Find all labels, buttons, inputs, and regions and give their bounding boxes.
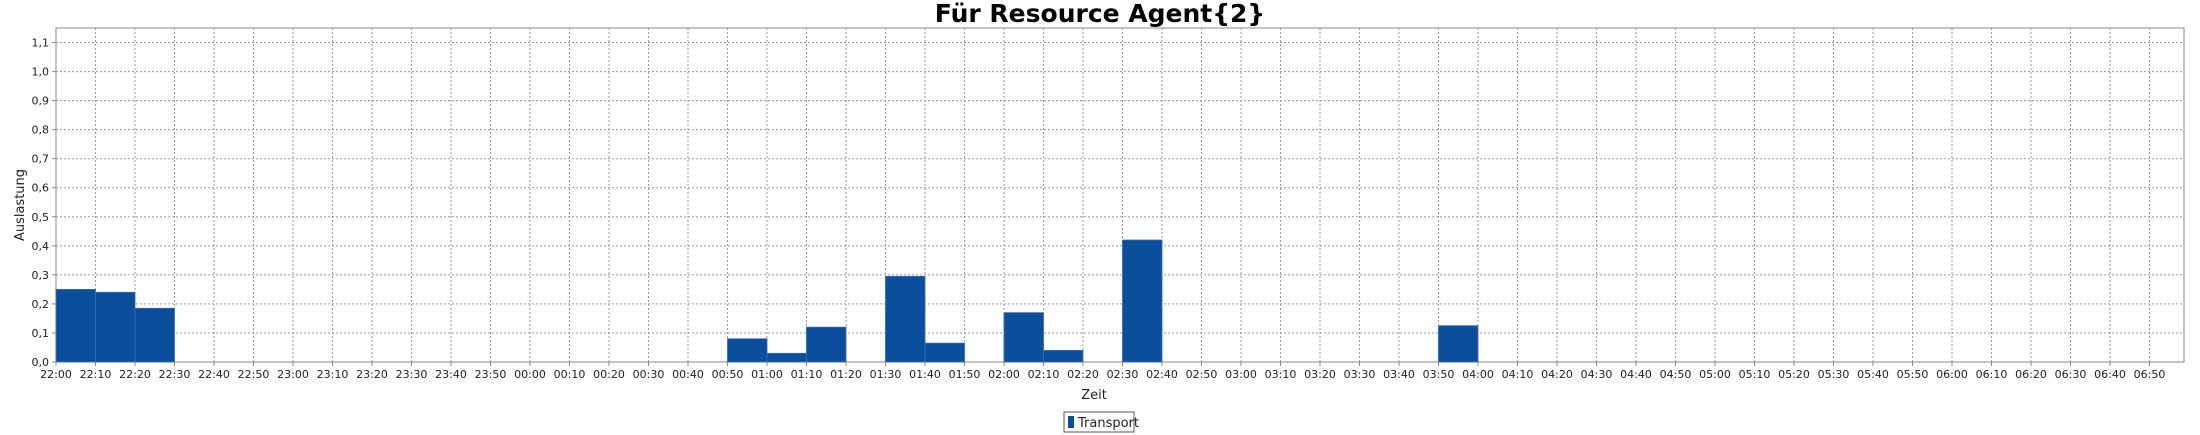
x-tick-label: 06:30 (2055, 368, 2087, 381)
bar (95, 291, 136, 363)
y-tick-label: 0,5 (32, 211, 50, 224)
x-tick-label: 01:00 (751, 368, 783, 381)
x-tick-label: 05:30 (1818, 368, 1850, 381)
bar (55, 288, 96, 363)
gridlines (56, 28, 2184, 362)
x-tick-label: 05:40 (1857, 368, 1889, 381)
x-tick-label: 06:40 (2094, 368, 2126, 381)
x-tick-label: 06:00 (1936, 368, 1968, 381)
y-tick-label: 1,0 (32, 66, 50, 79)
x-tick-label: 00:10 (554, 368, 586, 381)
x-tick-label: 06:50 (2134, 368, 2166, 381)
x-tick-label: 23:10 (317, 368, 349, 381)
bar (727, 338, 768, 363)
x-tick-label: 04:50 (1660, 368, 1692, 381)
x-tick-label: 03:10 (1265, 368, 1297, 381)
bar (885, 275, 926, 363)
x-tick-label: 01:20 (830, 368, 862, 381)
y-axis-ticks: 0,0 0,1 0,2 0,3 0,4 0,5 0,6 0,7 0,8 0,9 1,0 1,1 (32, 37, 56, 369)
x-tick-label: 06:20 (2015, 368, 2047, 381)
bar (1122, 239, 1163, 363)
x-tick-label: 00:50 (712, 368, 744, 381)
legend-box (1063, 411, 1135, 433)
plot-area (55, 27, 2185, 363)
y-tick-label: 0,3 (32, 269, 50, 282)
x-tick-label: 22:10 (80, 368, 112, 381)
x-tick-label: 00:00 (514, 368, 546, 381)
x-tick-label: 04:20 (1541, 368, 1573, 381)
x-axis-label: Zeit (1081, 388, 1107, 403)
x-tick-label: 22:50 (238, 368, 270, 381)
bar (134, 307, 175, 363)
x-tick-label: 05:10 (1739, 368, 1771, 381)
x-tick-label: 03:50 (1423, 368, 1455, 381)
x-tick-label: 00:30 (633, 368, 665, 381)
bar (766, 352, 807, 363)
x-tick-label: 23:00 (277, 368, 309, 381)
x-tick-label: 02:50 (1186, 368, 1218, 381)
x-tick-label: 04:10 (1502, 368, 1534, 381)
x-tick-label: 02:30 (1107, 368, 1139, 381)
x-tick-label: 02:40 (1146, 368, 1178, 381)
y-tick-label: 0,9 (32, 95, 50, 108)
x-tick-label: 02:10 (1028, 368, 1060, 381)
bar (924, 342, 965, 363)
y-tick-label: 0,2 (32, 298, 50, 311)
y-tick-label: 0,0 (32, 356, 50, 369)
x-tick-label: 05:50 (1897, 368, 1929, 381)
x-tick-label: 05:00 (1699, 368, 1731, 381)
legend: Transport (1063, 411, 1139, 433)
chart-title: Für Resource Agent{2} (935, 0, 1265, 28)
x-tick-label: 01:40 (909, 368, 941, 381)
x-tick-label: 02:20 (1067, 368, 1099, 381)
x-tick-label: 22:00 (40, 368, 72, 381)
y-tick-label: 0,6 (32, 182, 50, 195)
bars (55, 239, 1479, 363)
bar (1438, 325, 1479, 363)
bar (1043, 349, 1084, 363)
x-tick-label: 22:20 (119, 368, 151, 381)
legend-swatch (1068, 416, 1074, 428)
x-tick-label: 01:50 (949, 368, 981, 381)
x-tick-label: 23:40 (435, 368, 467, 381)
y-tick-label: 0,7 (32, 153, 50, 166)
x-tick-label: 04:00 (1462, 368, 1494, 381)
x-tick-label: 01:10 (791, 368, 823, 381)
x-tick-label: 03:20 (1304, 368, 1336, 381)
y-tick-label: 1,1 (32, 37, 50, 50)
x-tick-label: 01:30 (870, 368, 902, 381)
bar (806, 326, 847, 363)
x-tick-label: 05:20 (1778, 368, 1810, 381)
x-tick-label: 00:40 (672, 368, 704, 381)
y-tick-label: 0,4 (32, 240, 50, 253)
x-tick-label: 03:30 (1344, 368, 1376, 381)
y-tick-label: 0,8 (32, 124, 50, 137)
x-tick-label: 23:30 (396, 368, 428, 381)
x-tick-label: 23:20 (356, 368, 388, 381)
y-tick-label: 0,1 (32, 327, 50, 340)
x-tick-label: 04:40 (1620, 368, 1652, 381)
x-tick-label: 06:10 (1976, 368, 2008, 381)
x-tick-label: 03:00 (1225, 368, 1257, 381)
x-tick-label: 22:30 (159, 368, 191, 381)
bar (1003, 312, 1044, 363)
x-tick-label: 02:00 (988, 368, 1020, 381)
x-axis-ticks: 22:00 22:10 22:20 22:30 22:40 22:50 23:00 23:10… (40, 362, 2165, 381)
y-axis-label: Auslastung (13, 169, 28, 241)
x-tick-label: 04:30 (1581, 368, 1613, 381)
x-tick-label: 03:40 (1383, 368, 1415, 381)
x-tick-label: 23:50 (475, 368, 507, 381)
x-tick-label: 00:20 (593, 368, 625, 381)
x-tick-label: 22:40 (198, 368, 230, 381)
legend-entry-transport: Transport (1077, 416, 1139, 431)
